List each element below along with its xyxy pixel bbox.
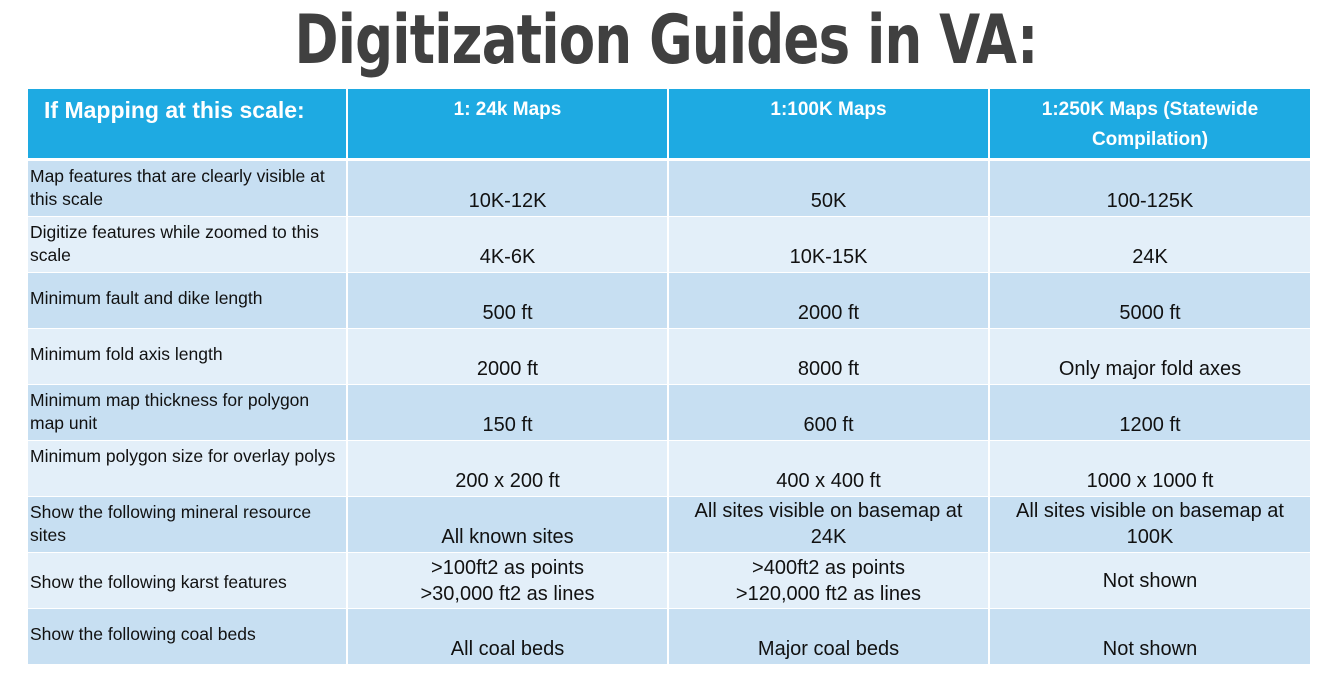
cell-100k: Major coal beds bbox=[669, 609, 990, 665]
cell-24k: 500 ft bbox=[348, 273, 669, 329]
cell-250k: Only major fold axes bbox=[990, 329, 1310, 385]
cell-100k: >400ft2 as points >120,000 ft2 as lines bbox=[669, 553, 990, 609]
row-label: Minimum fold axis length bbox=[28, 329, 348, 385]
table-row: Map features that are clearly visible at… bbox=[28, 161, 1310, 217]
cell-24k: >100ft2 as points >30,000 ft2 as lines bbox=[348, 553, 669, 609]
table-row: Digitize features while zoomed to this s… bbox=[28, 217, 1310, 273]
cell-100k: 400 x 400 ft bbox=[669, 441, 990, 497]
cell-24k: All known sites bbox=[348, 497, 669, 553]
cell-100k: 8000 ft bbox=[669, 329, 990, 385]
header-250k: 1:250K Maps (Statewide Compilation) bbox=[990, 89, 1310, 161]
row-label: Show the following karst features bbox=[28, 553, 348, 609]
cell-24k: 150 ft bbox=[348, 385, 669, 441]
cell-24k: 200 x 200 ft bbox=[348, 441, 669, 497]
row-label: Show the following coal beds bbox=[28, 609, 348, 665]
cell-100k: 600 ft bbox=[669, 385, 990, 441]
cell-250k: All sites visible on basemap at 100K bbox=[990, 497, 1310, 553]
cell-100k: 50K bbox=[669, 161, 990, 217]
table-row: Minimum fold axis length 2000 ft 8000 ft… bbox=[28, 329, 1310, 385]
cell-24k: All coal beds bbox=[348, 609, 669, 665]
table-row: Minimum fault and dike length 500 ft 200… bbox=[28, 273, 1310, 329]
table-row: Show the following mineral resource site… bbox=[28, 497, 1310, 553]
cell-250k: 5000 ft bbox=[990, 273, 1310, 329]
row-label: Minimum fault and dike length bbox=[28, 273, 348, 329]
cell-250k: Not shown bbox=[990, 609, 1310, 665]
cell-250k: Not shown bbox=[990, 553, 1310, 609]
cell-24k: 4K-6K bbox=[348, 217, 669, 273]
cell-24k: 2000 ft bbox=[348, 329, 669, 385]
header-scale-label: If Mapping at this scale: bbox=[28, 89, 348, 161]
page-title: Digitization Guides in VA: bbox=[294, 1, 1038, 80]
table-row: Show the following karst features >100ft… bbox=[28, 553, 1310, 609]
row-label: Minimum map thickness for polygon map un… bbox=[28, 385, 348, 441]
header-24k: 1: 24k Maps bbox=[348, 89, 669, 161]
header-row: If Mapping at this scale: 1: 24k Maps 1:… bbox=[28, 89, 1310, 161]
cell-100k: 10K-15K bbox=[669, 217, 990, 273]
cell-100k: 2000 ft bbox=[669, 273, 990, 329]
cell-250k: 1200 ft bbox=[990, 385, 1310, 441]
cell-250k: 100-125K bbox=[990, 161, 1310, 217]
cell-250k: 1000 x 1000 ft bbox=[990, 441, 1310, 497]
cell-250k: 24K bbox=[990, 217, 1310, 273]
row-label: Show the following mineral resource site… bbox=[28, 497, 348, 553]
table-row: Minimum map thickness for polygon map un… bbox=[28, 385, 1310, 441]
row-label: Minimum polygon size for overlay polys bbox=[28, 441, 348, 497]
row-label: Digitize features while zoomed to this s… bbox=[28, 217, 348, 273]
table-row: Show the following coal beds All coal be… bbox=[28, 609, 1310, 665]
cell-24k: 10K-12K bbox=[348, 161, 669, 217]
digitization-guide-table: If Mapping at this scale: 1: 24k Maps 1:… bbox=[28, 89, 1310, 665]
table-row: Minimum polygon size for overlay polys 2… bbox=[28, 441, 1310, 497]
row-label: Map features that are clearly visible at… bbox=[28, 161, 348, 217]
header-100k: 1:100K Maps bbox=[669, 89, 990, 161]
cell-100k: All sites visible on basemap at 24K bbox=[669, 497, 990, 553]
